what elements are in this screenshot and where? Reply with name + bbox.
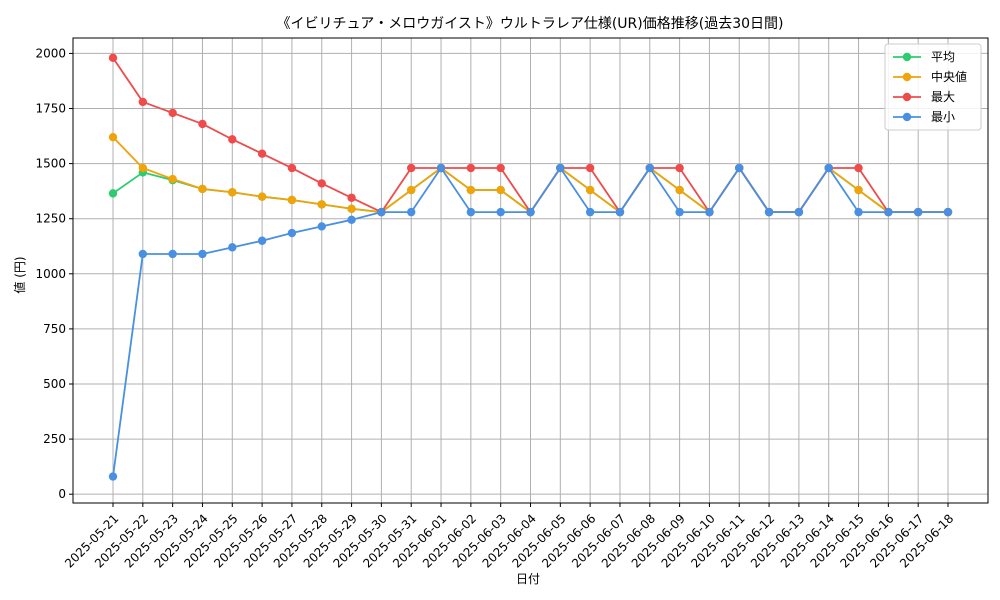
y-tick-label: 2000 bbox=[35, 46, 66, 60]
data-point[interactable] bbox=[705, 207, 714, 217]
data-point[interactable] bbox=[287, 195, 297, 205]
y-tick-label: 500 bbox=[43, 377, 66, 391]
legend-label: 中央値 bbox=[931, 69, 967, 84]
data-point[interactable] bbox=[287, 228, 297, 238]
data-point[interactable] bbox=[138, 97, 148, 107]
legend-label: 平均 bbox=[931, 50, 955, 64]
data-point[interactable] bbox=[168, 174, 177, 184]
data-point[interactable] bbox=[317, 222, 326, 231]
data-point[interactable] bbox=[138, 249, 148, 259]
legend-label: 最小 bbox=[931, 110, 955, 124]
data-point[interactable] bbox=[675, 207, 684, 217]
data-point[interactable] bbox=[585, 185, 595, 195]
legend-marker bbox=[902, 112, 912, 122]
data-point[interactable] bbox=[943, 207, 953, 217]
data-point[interactable] bbox=[108, 472, 118, 481]
legend-item[interactable]: 最大 bbox=[893, 90, 955, 104]
data-point[interactable] bbox=[228, 135, 237, 144]
data-point[interactable] bbox=[287, 163, 297, 173]
legend-label: 最大 bbox=[931, 90, 955, 104]
data-point[interactable] bbox=[735, 163, 744, 173]
data-point[interactable] bbox=[496, 185, 505, 195]
data-point[interactable] bbox=[645, 163, 654, 173]
data-point[interactable] bbox=[824, 163, 833, 173]
data-point[interactable] bbox=[347, 193, 356, 202]
data-point[interactable] bbox=[764, 207, 774, 217]
legend-item[interactable]: 最小 bbox=[893, 110, 955, 124]
data-point[interactable] bbox=[585, 163, 595, 173]
data-point[interactable] bbox=[496, 163, 505, 173]
data-point[interactable] bbox=[854, 185, 863, 195]
legend-item[interactable]: 中央値 bbox=[893, 69, 967, 84]
data-point[interactable] bbox=[317, 179, 326, 188]
data-point[interactable] bbox=[257, 192, 267, 201]
y-tick-label: 1000 bbox=[35, 267, 66, 281]
legend-item[interactable]: 平均 bbox=[893, 50, 955, 64]
data-point[interactable] bbox=[168, 108, 177, 118]
legend-marker bbox=[902, 92, 912, 102]
y-tick-label: 250 bbox=[43, 432, 66, 446]
y-tick-label: 750 bbox=[43, 322, 66, 336]
data-point[interactable] bbox=[556, 163, 565, 173]
data-point[interactable] bbox=[913, 207, 923, 217]
data-point[interactable] bbox=[884, 207, 893, 217]
data-point[interactable] bbox=[138, 163, 148, 173]
data-point[interactable] bbox=[377, 207, 386, 217]
data-point[interactable] bbox=[794, 207, 804, 217]
legend-box bbox=[884, 43, 982, 131]
legend-marker bbox=[902, 72, 912, 82]
data-point[interactable] bbox=[496, 207, 505, 217]
legend-marker bbox=[902, 52, 912, 62]
data-point[interactable] bbox=[675, 185, 684, 195]
y-axis-label: 値 (円) bbox=[12, 256, 27, 293]
y-tick-label: 1250 bbox=[35, 212, 66, 226]
data-point[interactable] bbox=[108, 53, 118, 63]
data-point[interactable] bbox=[108, 189, 118, 198]
data-point[interactable] bbox=[407, 163, 416, 173]
data-point[interactable] bbox=[228, 243, 237, 252]
data-point[interactable] bbox=[198, 184, 207, 194]
chart-title: 《イビリチュア・メロウガイスト》ウルトラレア仕様(UR)価格推移(過去30日間) bbox=[277, 16, 784, 32]
data-point[interactable] bbox=[436, 163, 446, 173]
y-tick-label: 1500 bbox=[35, 157, 66, 171]
data-point[interactable] bbox=[198, 249, 207, 259]
data-point[interactable] bbox=[854, 207, 863, 217]
data-point[interactable] bbox=[466, 185, 476, 195]
data-point[interactable] bbox=[526, 207, 535, 217]
data-point[interactable] bbox=[108, 132, 118, 142]
data-point[interactable] bbox=[228, 188, 237, 197]
series-layer bbox=[108, 53, 953, 481]
data-point[interactable] bbox=[407, 185, 416, 195]
grid-layer bbox=[73, 38, 988, 503]
data-point[interactable] bbox=[257, 149, 267, 158]
data-point[interactable] bbox=[585, 207, 595, 217]
data-point[interactable] bbox=[615, 207, 625, 217]
data-point[interactable] bbox=[347, 215, 356, 225]
data-point[interactable] bbox=[854, 163, 863, 173]
axis-layer: 2025-05-212025-05-222025-05-232025-05-24… bbox=[35, 46, 956, 570]
x-axis-label: 日付 bbox=[516, 572, 540, 586]
data-point[interactable] bbox=[466, 207, 476, 217]
data-point[interactable] bbox=[198, 119, 207, 129]
y-tick-label: 0 bbox=[58, 487, 66, 501]
data-point[interactable] bbox=[347, 204, 356, 213]
data-point[interactable] bbox=[675, 163, 684, 173]
data-point[interactable] bbox=[466, 163, 476, 173]
data-point[interactable] bbox=[317, 200, 326, 209]
y-tick-label: 1750 bbox=[35, 102, 66, 116]
data-point[interactable] bbox=[257, 236, 267, 245]
series-3 bbox=[108, 163, 953, 481]
data-point[interactable] bbox=[407, 207, 416, 217]
data-point[interactable] bbox=[168, 249, 177, 259]
